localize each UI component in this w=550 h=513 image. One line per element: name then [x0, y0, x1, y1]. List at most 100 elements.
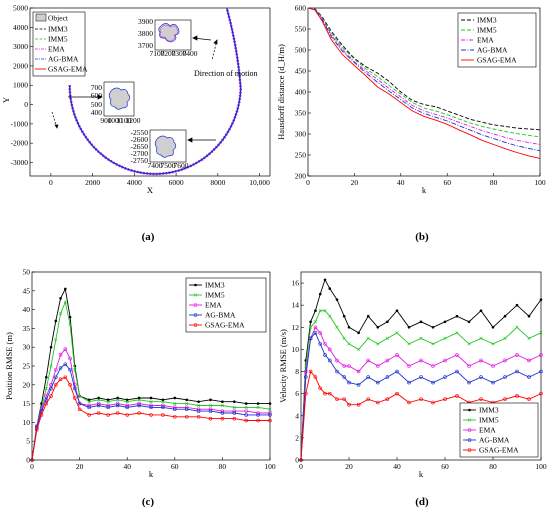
- direction-arrow-icon: [213, 39, 218, 45]
- panel-d-marker-ema: [395, 353, 399, 357]
- panel-c-ytick-label: 10: [23, 418, 31, 427]
- panel-c-marker-imm3: [125, 398, 129, 402]
- panel-a-ytick-label: 1000: [13, 81, 28, 90]
- panel-d-marker-imm5: [313, 320, 318, 324]
- panel-d-xlabel: k: [419, 469, 424, 479]
- panel-d-marker-imm3: [328, 287, 332, 290]
- panel-d-xtick-label: 60: [441, 462, 449, 471]
- panel-b-ytick-label: 500: [295, 46, 307, 55]
- panel-d-marker-agbma: [443, 375, 447, 379]
- panel-a-xtick-label: 8000: [210, 178, 225, 187]
- panel-d-marker-imm3: [347, 325, 351, 329]
- panel-a-inset-bottom: -2550 -2600 -2650 -2700 -2750 7400 7500 …: [131, 128, 189, 170]
- panel-d-marker-agbma: [503, 375, 507, 379]
- panel-c-marker-gsagema: [34, 428, 39, 432]
- panel-d-marker-gsagema: [335, 397, 339, 401]
- panel-d-marker-imm3: [527, 314, 531, 318]
- panel-d-marker-ema: [515, 353, 519, 357]
- panel-d-marker-imm3: [318, 292, 322, 296]
- panel-d-marker-imm5: [366, 336, 370, 340]
- inset-top-ytick: 3900: [138, 17, 153, 26]
- panel-d-legend-label-gsagema: GSAG-EMA: [479, 446, 519, 455]
- panel-c-marker-imm3: [106, 398, 110, 402]
- panel-c-marker-imm5: [149, 400, 153, 404]
- panel-d-marker-agbma: [407, 380, 411, 385]
- panel-d-marker-agbma: [347, 380, 351, 385]
- panel-c-marker-gsagema: [30, 458, 34, 462]
- panel-c-marker-gsagema: [268, 418, 272, 423]
- panel-c-marker-gsagema: [68, 382, 72, 387]
- panel-d-marker-imm3: [443, 320, 447, 324]
- panel-c-marker-imm3: [233, 400, 236, 404]
- panel-d-marker-imm3: [515, 303, 519, 307]
- panel-d-marker-imm3: [342, 314, 346, 318]
- panel-d-marker-agbma: [455, 369, 459, 374]
- panel-d-marker-agbma: [515, 369, 519, 374]
- panel-d-marker-agbma: [395, 369, 399, 374]
- panel-c-marker-gsagema: [196, 414, 201, 419]
- panel-a-annotation: Direction of motion: [194, 69, 258, 78]
- panel-c-xtick-label: 60: [171, 462, 179, 471]
- inset-bottom-xtick: 7400: [148, 161, 163, 170]
- panel-d-marker-imm3: [491, 325, 495, 329]
- panel-b-legend-label-ema: EMA: [477, 36, 494, 45]
- panel-d-marker-ema: [327, 347, 332, 352]
- inset-top-estimate: [159, 24, 179, 42]
- panel-c-marker-gsagema: [137, 411, 141, 415]
- panel-c-ytick-label: 15: [23, 399, 31, 408]
- panel-c-marker-agbma: [63, 362, 68, 366]
- panel-d-marker-ema: [419, 358, 423, 363]
- panel-d-ytick-label: 12: [292, 323, 300, 332]
- panel-d-marker-imm3: [467, 320, 471, 324]
- panel-c-series: [30, 287, 272, 462]
- panel-c-marker-agbma: [77, 401, 82, 406]
- panel-c-marker-imm5: [268, 407, 272, 411]
- inset-top-ytick: 3700: [138, 41, 153, 50]
- panel-d-marker-imm3: [335, 298, 339, 301]
- panel-c-xtick-label: 20: [76, 462, 84, 471]
- panel-c-marker-imm3: [197, 400, 200, 404]
- panel-d-marker-ema: [313, 325, 318, 330]
- panel-d-marker-gsagema: [443, 397, 447, 401]
- panel-d-series-agbma: [300, 331, 542, 461]
- inset-bottom-ytick: -2600: [131, 135, 149, 144]
- panel-b-series-gsagema: [307, 7, 541, 159]
- panel-c-legend-marker-gsagema: [193, 323, 198, 327]
- panel-c-marker-gsagema: [44, 401, 49, 406]
- panel-b-ytick-label: 550: [295, 25, 307, 34]
- panel-d-marker-agbma: [342, 375, 347, 379]
- legend-agbma-label: AG-BMA: [48, 55, 79, 64]
- panel-d-marker-imm5: [443, 336, 447, 340]
- panel-c-marker-agbma: [58, 366, 63, 370]
- panel-b-ytick-label: 300: [295, 130, 307, 139]
- panel-b-legend-label-agbma: AG-BMA: [477, 46, 508, 55]
- panel-c-xtick-label: 100: [264, 462, 276, 471]
- panel-d-ytick-label: 16: [292, 279, 300, 288]
- panel-b-ytick-label: 450: [295, 67, 307, 76]
- panel-c-marker-gsagema: [87, 413, 91, 417]
- panel-d-marker-imm5: [515, 325, 519, 329]
- panel-c-marker-agbma: [96, 403, 101, 408]
- panel-c-marker-imm3: [59, 297, 62, 300]
- inset-top-xtick: 7100: [150, 49, 165, 58]
- panel-d-ytick-label: 6: [295, 389, 299, 398]
- panel-c-marker-gsagema: [73, 396, 77, 400]
- arrow-head-icon: [97, 94, 103, 100]
- panel-c-marker-agbma: [268, 413, 272, 417]
- panel-d-marker-imm5: [527, 336, 531, 340]
- panel-c-marker-imm3: [173, 396, 177, 400]
- panel-d-marker-gsagema: [527, 397, 531, 401]
- panel-d-marker-ema: [303, 369, 308, 374]
- panel-d-marker-imm5: [308, 325, 313, 329]
- panel-d-marker-agbma: [313, 331, 318, 335]
- panel-c-marker-gsagema: [53, 382, 58, 387]
- panel-d-marker-imm5: [431, 342, 435, 346]
- inset-bottom-xtick: 7600: [174, 161, 189, 170]
- panel-d-marker-agbma: [356, 382, 361, 387]
- panel-c-marker-gsagema: [77, 407, 82, 412]
- panel-c-series-agbma: [31, 363, 270, 461]
